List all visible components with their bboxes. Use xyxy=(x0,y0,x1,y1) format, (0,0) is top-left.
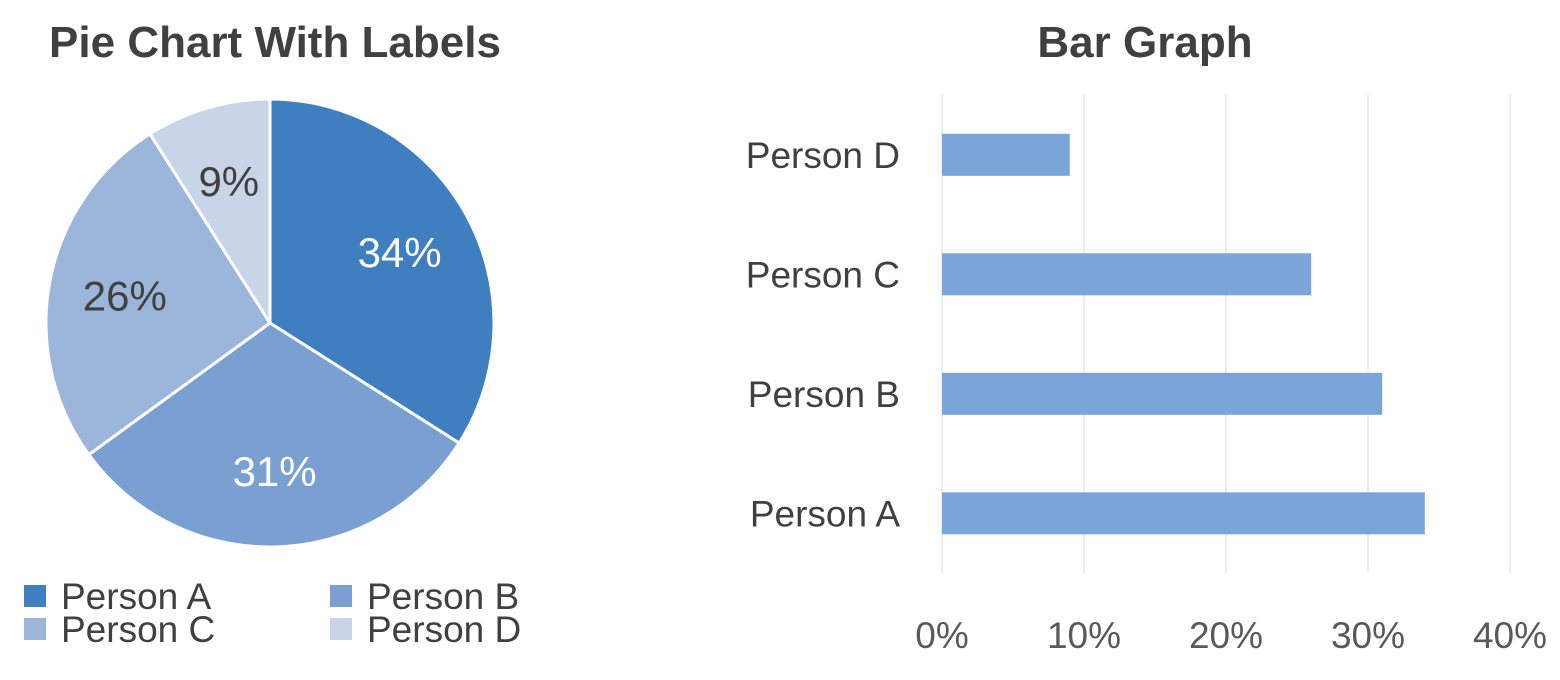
legend-item-person-c: Person C xyxy=(24,609,215,650)
legend-label-person-d: Person D xyxy=(367,609,521,650)
bar-person-c xyxy=(942,253,1312,296)
bar-graph-title: Bar Graph xyxy=(1037,18,1252,67)
pie-slice-person-c xyxy=(44,132,272,457)
legend-swatch-person-d xyxy=(330,618,352,640)
pie-data-label-person-d: 9% xyxy=(198,158,259,205)
legend-item-person-b: Person B xyxy=(330,576,519,617)
pie-data-label-person-b: 31% xyxy=(233,448,317,495)
x-tick-0: 0% xyxy=(915,615,968,656)
x-tick-40: 40% xyxy=(1473,615,1547,656)
pie-slice-person-b xyxy=(87,321,461,549)
legend-label-person-c: Person C xyxy=(61,609,215,650)
pie-legend: Person A Person B Person C Person D xyxy=(24,576,521,650)
pie-chart-panel: Pie Chart With Labels 34% 31% 26% 9% Person… xyxy=(24,18,521,650)
legend-label-person-b: Person B xyxy=(367,576,519,617)
bar-category-labels: Person A Person B Person C Person D xyxy=(746,135,901,534)
pie-slice-person-d xyxy=(148,97,272,325)
pie-chart-title: Pie Chart With Labels xyxy=(49,18,501,67)
legend-swatch-person-a xyxy=(24,585,46,607)
pie-data-label-person-a: 34% xyxy=(358,229,442,276)
legend-item-person-d: Person D xyxy=(330,609,521,650)
pie-data-label-person-c: 26% xyxy=(83,272,167,319)
legend-item-person-a: Person A xyxy=(24,576,211,617)
x-tick-30: 30% xyxy=(1331,615,1405,656)
bar-person-b xyxy=(942,372,1383,415)
bar-person-a xyxy=(942,492,1425,535)
category-label-person-d: Person D xyxy=(746,135,900,176)
legend-swatch-person-c xyxy=(24,618,46,640)
x-tick-20: 20% xyxy=(1189,615,1263,656)
category-label-person-b: Person B xyxy=(748,374,900,415)
x-tick-10: 10% xyxy=(1047,615,1121,656)
bar-x-tick-labels: 0% 10% 20% 30% 40% xyxy=(915,615,1547,656)
legend-swatch-person-b xyxy=(330,585,352,607)
pie-data-labels: 34% 31% 26% 9% xyxy=(83,158,442,495)
legend-label-person-a: Person A xyxy=(61,576,211,617)
category-label-person-c: Person C xyxy=(746,254,900,295)
category-label-person-a: Person A xyxy=(750,493,900,534)
bar-person-d xyxy=(942,133,1070,176)
bar-bars xyxy=(942,133,1425,535)
pie-slices xyxy=(44,97,496,549)
